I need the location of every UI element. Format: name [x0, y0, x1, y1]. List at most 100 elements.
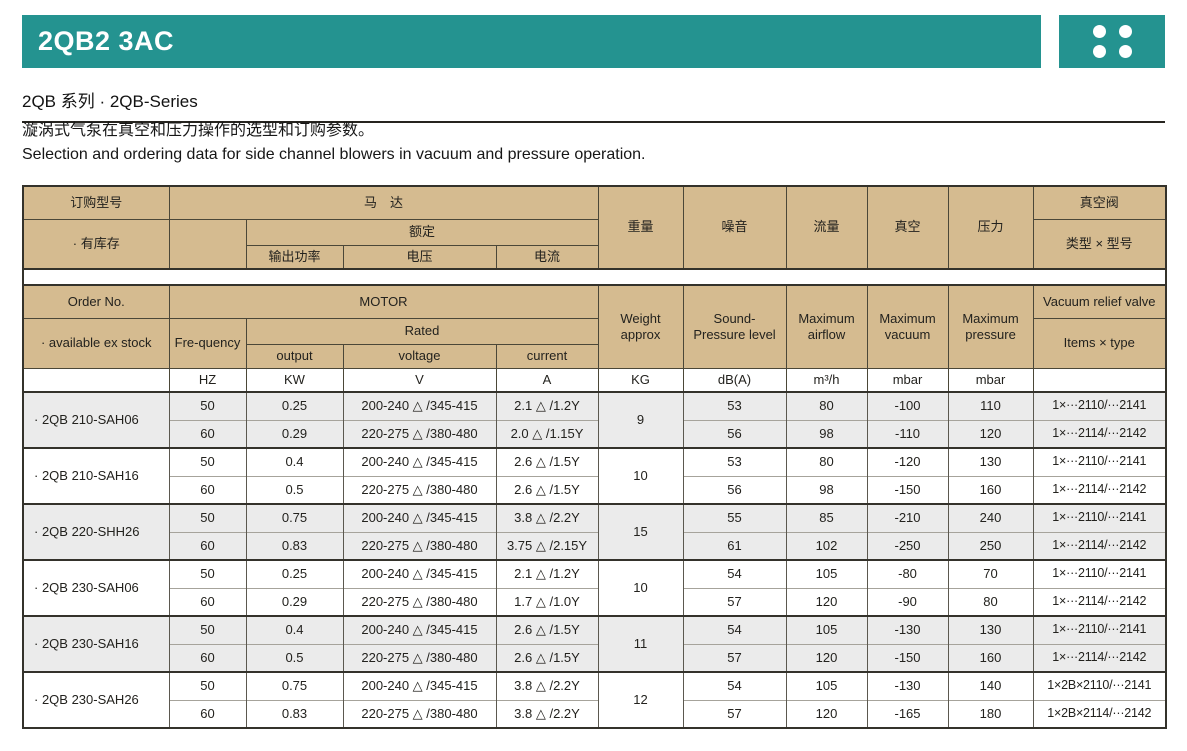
header-en-valve: Vacuum relief valve: [1032, 284, 1167, 319]
unit-flow: m³/h: [785, 367, 868, 393]
current-cell: 3.8 △ /2.2Y: [495, 699, 599, 728]
frequency-cell: 60: [168, 699, 247, 728]
header-zh-rated: 额定: [245, 218, 599, 246]
current-cell: 2.6 △ /1.5Y: [495, 643, 599, 672]
vacuum-cell: -150: [866, 475, 949, 504]
frequency-cell: 60: [168, 475, 247, 504]
valve-cell: 1×2B×2114/···2142: [1032, 699, 1167, 728]
table-row: 60 0.29 220-275 △ /380-480 2.0 △ /1.15Y 56 98…: [23, 419, 1167, 448]
vacuum-cell: -150: [866, 643, 949, 672]
unit-noise: dB(A): [682, 367, 787, 393]
header-en-motor: MOTOR: [168, 284, 599, 319]
table-row: 60 0.5 220-275 △ /380-480 2.6 △ /1.5Y 57 120-…: [23, 643, 1167, 672]
header-zh-motor: 马 达: [168, 185, 599, 220]
output-cell: 0.4: [245, 615, 344, 644]
frequency-cell: 60: [168, 531, 247, 560]
header-en-vacuum: Maximum vacuum: [866, 284, 949, 369]
header-zh-vacuum: 真空: [866, 185, 949, 270]
series-label: 2QB 系列 · 2QB-Series: [22, 87, 1165, 123]
airflow-cell: 85: [785, 503, 868, 532]
airflow-cell: 98: [785, 419, 868, 448]
voltage-cell: 200-240 △ /345-415: [342, 615, 497, 644]
header-en-flow: Maximum airflow: [785, 284, 868, 369]
frequency-cell: 60: [168, 643, 247, 672]
valve-cell: 1×···2110/···2141: [1032, 391, 1167, 420]
valve-cell: 1×···2114/···2142: [1032, 475, 1167, 504]
airflow-cell: 80: [785, 391, 868, 420]
airflow-cell: 120: [785, 587, 868, 616]
sound-level-cell: 57: [682, 699, 787, 728]
header-en-order: Order No.: [22, 284, 170, 319]
weight-cell: 15: [597, 503, 684, 560]
table-row: · 2QB 230-SAH26 50 0.75 200-240 △ /345-415 3…: [22, 671, 1167, 728]
frequency-cell: 50: [168, 503, 247, 532]
unit-output: KW: [245, 367, 344, 393]
dot-icon: [1118, 45, 1132, 58]
airflow-cell: 98: [785, 475, 868, 504]
table-row: 60 0.83 220-275 △ /380-480 3.8 △ /2.2Y 57 120…: [23, 699, 1167, 728]
weight-cell: 10: [597, 447, 684, 504]
current-cell: 2.6 △ /1.5Y: [495, 447, 599, 476]
model-cell: · 2QB 230-SAH26: [22, 671, 170, 728]
table-row: 60 0.83 220-275 △ /380-480 3.75 △ /2.15Y 61 1…: [23, 531, 1167, 560]
airflow-cell: 105: [785, 671, 868, 700]
voltage-cell: 200-240 △ /345-415: [342, 671, 497, 700]
sound-level-cell: 54: [682, 615, 787, 644]
spec-table: 订购型号 马 达 重量 噪音 流量 真空 压力 真空阀 · 有库存 额定 类型 …: [22, 185, 1168, 729]
output-cell: 0.29: [245, 419, 344, 448]
weight-cell: 9: [597, 391, 684, 448]
table-row: · 2QB 230-SAH16 50 0.4 200-240 △ /345-415 2.…: [22, 615, 1167, 672]
header-zh-current: 电流: [495, 244, 599, 270]
table-row: · 2QB 220-SHH26 50 0.75 200-240 △ /345-415 3…: [22, 503, 1167, 560]
vacuum-cell: -120: [866, 447, 949, 476]
output-cell: 0.5: [245, 643, 344, 672]
valve-cell: 1×···2114/···2142: [1032, 531, 1167, 560]
header-zh-flow: 流量: [785, 185, 868, 270]
unit-order-blank: [22, 367, 170, 393]
vacuum-cell: -80: [866, 559, 949, 588]
table-row: · 2QB 210-SAH16 50 0.4 200-240 △ /345-415 2.…: [22, 447, 1167, 504]
sound-level-cell: 56: [682, 419, 787, 448]
header-zh-order: 订购型号: [22, 185, 170, 220]
frequency-cell: 50: [168, 615, 247, 644]
sound-level-cell: 54: [682, 671, 787, 700]
voltage-cell: 200-240 △ /345-415: [342, 447, 497, 476]
vacuum-cell: -110: [866, 419, 949, 448]
pressure-cell: 240: [947, 503, 1034, 532]
header-zh-noise: 噪音: [682, 185, 787, 270]
frequency-cell: 60: [168, 419, 247, 448]
sound-level-cell: 55: [682, 503, 787, 532]
page-title-bar: 2QB2 3AC: [22, 15, 1041, 68]
pressure-cell: 250: [947, 531, 1034, 560]
voltage-cell: 220-275 △ /380-480: [342, 475, 497, 504]
valve-cell: 1×···2114/···2142: [1032, 419, 1167, 448]
pressure-cell: 130: [947, 447, 1034, 476]
current-cell: 2.1 △ /1.2Y: [495, 391, 599, 420]
description: 漩涡式气泵在真空和压力操作的选型和订购参数。 Selection and ord…: [22, 119, 1165, 167]
dot-icon: [1118, 25, 1132, 38]
header-en-noise: Sound- Pressure level: [682, 284, 787, 369]
header-zh-voltage: 电压: [342, 244, 497, 270]
valve-cell: 1×2B×2110/···2141: [1032, 671, 1167, 700]
table-row: 60 0.29 220-275 △ /380-480 1.7 △ /1.0Y 57 120…: [23, 587, 1167, 616]
current-cell: 2.0 △ /1.15Y: [495, 419, 599, 448]
dot-icon: [1092, 25, 1106, 38]
header-en-pressure: Maximum pressure: [947, 284, 1034, 369]
sound-level-cell: 61: [682, 531, 787, 560]
pressure-cell: 110: [947, 391, 1034, 420]
sound-level-cell: 56: [682, 475, 787, 504]
output-cell: 0.25: [245, 391, 344, 420]
sound-level-cell: 54: [682, 559, 787, 588]
description-en: Selection and ordering data for side cha…: [22, 146, 646, 163]
header-zh-valve: 真空阀: [1032, 185, 1167, 220]
airflow-cell: 105: [785, 615, 868, 644]
pressure-cell: 70: [947, 559, 1034, 588]
unit-frequency: HZ: [168, 367, 247, 393]
sound-level-cell: 57: [682, 643, 787, 672]
table-row: · 2QB 230-SAH06 50 0.25 200-240 △ /345-415 2…: [22, 559, 1167, 616]
model-cell: · 2QB 210-SAH06: [22, 391, 170, 448]
header-en-frequency: Fre-quency: [168, 317, 247, 369]
unit-weight: KG: [597, 367, 684, 393]
weight-cell: 10: [597, 559, 684, 616]
unit-vacuum: mbar: [866, 367, 949, 393]
